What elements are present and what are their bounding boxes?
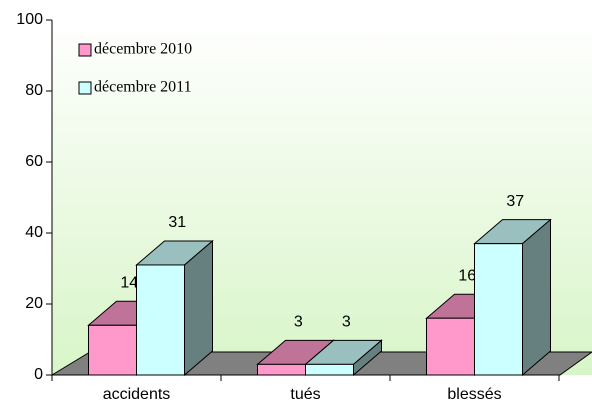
data-label: 3 xyxy=(342,314,351,331)
data-label: 37 xyxy=(506,193,524,210)
y-tick-label: 100 xyxy=(16,11,43,28)
y-tick-label: 40 xyxy=(25,224,43,241)
legend-swatch xyxy=(78,81,92,95)
data-label: 16 xyxy=(458,267,476,284)
bar xyxy=(426,317,475,376)
bar xyxy=(88,324,137,376)
bar-side xyxy=(522,218,551,377)
y-tick-label: 0 xyxy=(34,366,43,383)
bar xyxy=(305,363,354,376)
bar xyxy=(257,363,306,376)
legend-swatch xyxy=(78,43,92,57)
bar-side xyxy=(184,239,213,377)
x-tick-label: blessés xyxy=(447,386,501,403)
data-label: 31 xyxy=(168,214,186,231)
bar xyxy=(474,243,523,376)
legend-label: décembre 2010 xyxy=(94,41,192,58)
legend-label: décembre 2011 xyxy=(94,79,192,96)
data-label: 3 xyxy=(294,314,303,331)
y-tick-label: 80 xyxy=(25,82,43,99)
y-tick-label: 20 xyxy=(25,295,43,312)
data-label: 14 xyxy=(120,275,138,292)
x-tick-label: tués xyxy=(290,386,320,403)
x-tick-label: accidents xyxy=(103,386,171,403)
y-tick-label: 60 xyxy=(25,153,43,170)
bar xyxy=(136,264,185,376)
